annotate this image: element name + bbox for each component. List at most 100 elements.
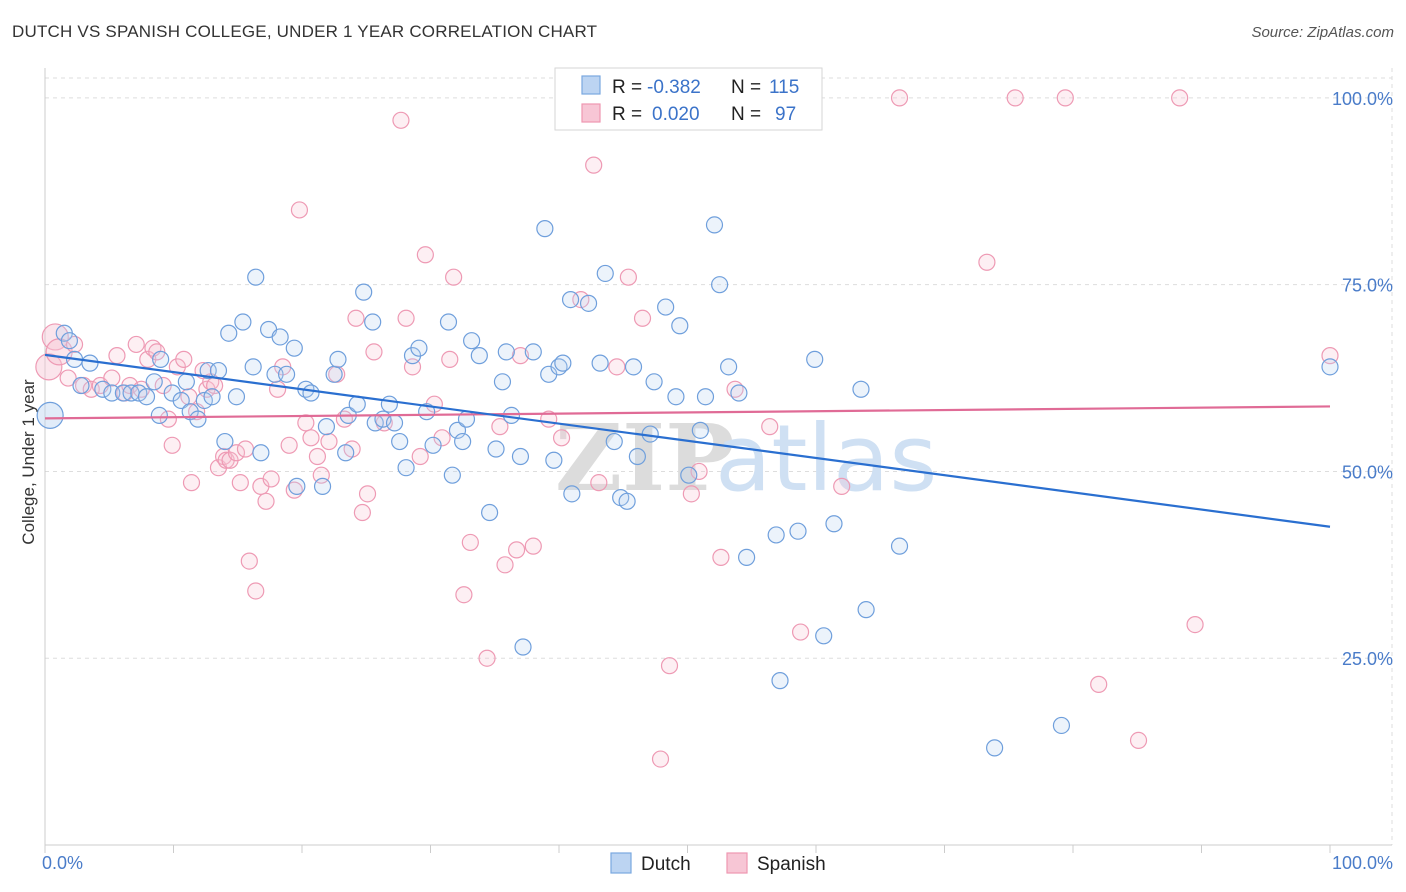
dutch-point	[852, 380, 870, 398]
dutch-point	[177, 373, 195, 391]
dutch-point	[806, 350, 824, 368]
spanish-point	[59, 369, 77, 387]
y-axis-label: College, Under 1 year	[19, 379, 38, 545]
spanish-point	[35, 353, 63, 381]
spanish-point	[761, 418, 779, 436]
spanish-point	[247, 582, 265, 600]
dutch-point	[596, 264, 614, 283]
dutch-point	[443, 466, 461, 484]
dutch-point	[234, 313, 252, 331]
spanish-point	[227, 444, 246, 462]
spanish-point	[236, 440, 255, 458]
spanish-point	[524, 537, 542, 555]
spanish-point	[175, 350, 193, 368]
dutch-point	[705, 216, 724, 234]
spanish-point	[890, 89, 909, 107]
dutch-points	[36, 216, 1339, 757]
dutch-point	[1321, 358, 1339, 376]
spanish-point	[491, 418, 509, 436]
bottom-legend-swatch-spanish	[726, 852, 748, 874]
spanish-point	[455, 586, 473, 604]
spanish-point	[461, 533, 479, 552]
dutch-point	[172, 391, 190, 410]
dutch-point	[247, 268, 265, 286]
spanish-point	[347, 309, 365, 327]
spanish-point	[552, 429, 571, 447]
dutch-point	[825, 515, 843, 533]
dutch-point	[337, 444, 355, 462]
spanish-point	[411, 447, 429, 466]
y-tick-labels: 25.0% 50.0% 75.0% 100.0%	[1332, 89, 1393, 669]
dutch-point	[285, 339, 303, 357]
dutch-point	[511, 447, 530, 466]
dutch-point	[771, 672, 789, 690]
dutch-point	[385, 414, 404, 432]
dutch-point	[216, 432, 234, 451]
dutch-point	[680, 466, 698, 484]
spanish-point	[297, 414, 315, 432]
spanish-point	[660, 657, 679, 675]
y-tick-label: 100.0%	[1332, 89, 1393, 109]
dutch-point	[288, 477, 306, 495]
dutch-point	[890, 537, 909, 555]
spanish-point	[712, 548, 730, 566]
dutch-point	[329, 350, 347, 368]
spanish-point	[127, 335, 145, 354]
dutch-point	[667, 388, 685, 406]
legend-n-label-dutch: N =	[731, 77, 761, 98]
spanish-point	[308, 447, 327, 466]
legend-r-value-dutch: -0.382	[647, 77, 701, 98]
spanish-point	[441, 350, 459, 368]
spanish-point	[1186, 616, 1204, 634]
dutch-point	[563, 485, 581, 503]
dutch-point	[94, 380, 112, 398]
spanish-point	[478, 649, 496, 667]
spanish-point	[690, 462, 708, 481]
spanish-point	[392, 111, 410, 129]
dutch-point	[497, 343, 515, 361]
legend-n-value-spanish: 97	[775, 104, 796, 125]
dutch-point	[624, 358, 643, 376]
dutch-point	[493, 373, 512, 391]
spanish-point	[268, 380, 287, 398]
dutch-point	[355, 283, 373, 301]
dutch-point	[554, 354, 572, 372]
spanish-point	[108, 347, 126, 365]
y-tick-label: 50.0%	[1342, 462, 1393, 482]
dutch-point	[203, 388, 221, 406]
spanish-point	[1006, 89, 1024, 107]
spanish-point	[511, 347, 530, 365]
dutch-point	[657, 298, 675, 316]
bottom-legend-swatch-dutch	[610, 852, 632, 874]
dutch-point	[302, 384, 320, 402]
dutch-point	[487, 440, 505, 458]
dutch-point	[317, 418, 336, 436]
dutch-point	[227, 388, 246, 406]
spanish-point	[1129, 731, 1148, 750]
dutch-point	[711, 276, 729, 294]
legend-n-value-dutch: 115	[769, 77, 799, 98]
dutch-point	[1052, 716, 1071, 735]
spanish-point	[416, 246, 434, 264]
dutch-point	[696, 388, 715, 406]
axes	[44, 68, 1392, 853]
dutch-point	[313, 477, 332, 495]
dutch-point	[152, 350, 170, 368]
x-tick-labels: 0.0% 100.0%	[42, 853, 1393, 873]
dutch-point	[481, 503, 499, 522]
dutch-point	[277, 365, 296, 383]
spanish-points	[35, 89, 1339, 768]
spanish-point	[302, 429, 320, 447]
dutch-point	[424, 436, 442, 454]
legend-r-label-dutch: R =	[612, 77, 642, 98]
dutch-point	[397, 459, 415, 477]
dutch-point	[789, 522, 807, 540]
spanish-point	[163, 436, 181, 454]
dutch-point	[244, 358, 262, 376]
spanish-point	[365, 343, 383, 361]
spanish-point	[633, 309, 652, 327]
spanish-point	[608, 358, 626, 376]
dutch-point	[271, 328, 289, 346]
dutch-point	[591, 354, 609, 372]
spanish-point	[507, 541, 526, 559]
